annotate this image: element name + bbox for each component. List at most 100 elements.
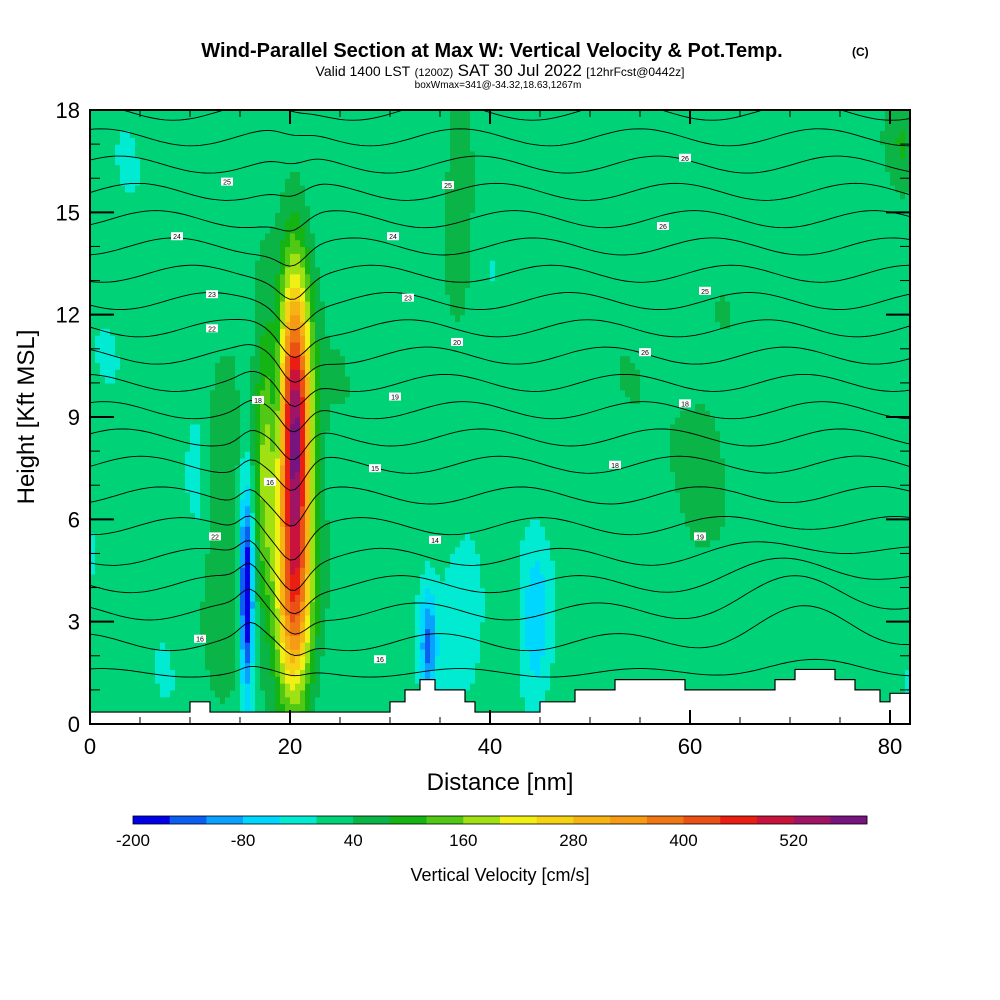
velocity-cell — [435, 655, 481, 664]
colorbar-swatch — [683, 816, 721, 824]
velocity-cell — [240, 423, 251, 432]
velocity-cell — [420, 642, 426, 650]
velocity-cell — [275, 614, 281, 623]
velocity-cell — [470, 273, 491, 282]
velocity-cell — [275, 362, 281, 370]
velocity-cell — [200, 485, 211, 493]
colorbar-swatch — [243, 816, 281, 824]
velocity-cell — [240, 526, 246, 534]
velocity-cell — [320, 519, 331, 527]
velocity-cell — [520, 580, 531, 589]
velocity-cell — [470, 225, 910, 234]
velocity-cell — [315, 382, 321, 391]
velocity-cell — [885, 110, 910, 118]
velocity-cell — [285, 546, 291, 555]
velocity-cell — [285, 444, 291, 452]
velocity-cell — [275, 471, 281, 479]
isentrope-line-18 — [90, 428, 910, 460]
velocity-cell — [545, 594, 556, 602]
colorbar-tick-label: -200 — [116, 831, 150, 850]
velocity-cell — [265, 437, 271, 445]
velocity-cell — [275, 655, 281, 664]
velocity-cell — [240, 662, 246, 671]
velocity-cell — [305, 301, 311, 309]
velocity-cell — [290, 260, 301, 268]
velocity-cell — [235, 526, 241, 534]
velocity-cell — [290, 348, 301, 357]
velocity-cell — [555, 614, 910, 623]
velocity-cell — [90, 376, 106, 384]
velocity-cell — [470, 130, 881, 138]
velocity-cell — [135, 150, 451, 159]
velocity-cell — [90, 417, 211, 425]
velocity-cell — [440, 573, 446, 582]
velocity-cell — [255, 614, 261, 623]
velocity-cell — [425, 594, 436, 602]
velocity-cell — [280, 594, 286, 602]
velocity-cell — [210, 519, 236, 527]
velocity-cell — [545, 614, 556, 623]
y-tick-label: 9 — [68, 405, 80, 430]
velocity-cell — [275, 219, 286, 227]
velocity-cell — [275, 457, 281, 466]
velocity-cell — [275, 369, 281, 377]
velocity-cell — [300, 417, 306, 425]
velocity-cell — [265, 621, 271, 630]
velocity-cell — [475, 164, 886, 172]
velocity-cell — [290, 423, 301, 432]
velocity-cell — [190, 444, 201, 452]
velocity-cell — [275, 478, 281, 486]
velocity-cell — [90, 614, 201, 623]
velocity-cell — [235, 478, 241, 486]
velocity-cell — [240, 635, 246, 643]
velocity-cell — [275, 348, 281, 357]
isentrope-line-26 — [90, 210, 910, 232]
velocity-cell — [240, 519, 246, 527]
velocity-cell — [315, 239, 446, 248]
velocity-cell — [310, 696, 316, 705]
velocity-cell — [250, 423, 256, 432]
velocity-cell — [210, 498, 236, 507]
velocity-cell — [250, 451, 256, 459]
velocity-cell — [210, 505, 236, 514]
velocity-cell — [450, 116, 471, 125]
velocity-cell — [730, 307, 910, 316]
velocity-cell — [720, 526, 910, 534]
velocity-cell — [240, 676, 246, 684]
velocity-cell — [275, 546, 281, 555]
velocity-cell — [280, 376, 286, 384]
velocity-cell — [115, 376, 216, 384]
velocity-cell — [300, 642, 306, 650]
velocity-cell — [240, 648, 246, 657]
velocity-cell — [255, 273, 276, 282]
velocity-cell — [305, 553, 311, 561]
velocity-cell — [440, 703, 526, 711]
velocity-cell — [300, 260, 306, 268]
velocity-cell — [290, 212, 301, 220]
velocity-cell — [120, 178, 141, 186]
velocity-cell — [305, 321, 311, 329]
velocity-cell — [905, 683, 910, 691]
velocity-cell — [280, 266, 286, 275]
velocity-cell — [720, 294, 726, 302]
velocity-cell — [290, 382, 301, 391]
velocity-cell — [275, 648, 281, 657]
velocity-cell — [300, 280, 306, 288]
velocity-cell — [300, 301, 306, 309]
velocity-cell — [305, 273, 311, 282]
isentrope-label: 25 — [223, 180, 231, 187]
velocity-cell — [715, 314, 731, 323]
velocity-cell — [725, 457, 910, 466]
velocity-cell — [520, 621, 526, 630]
velocity-cell — [320, 539, 331, 548]
isentrope-label-bg — [609, 460, 621, 469]
velocity-cell — [270, 382, 276, 391]
velocity-cell — [200, 444, 211, 452]
velocity-cell — [640, 369, 910, 377]
velocity-cell — [250, 430, 256, 439]
velocity-cell — [290, 328, 301, 336]
velocity-cell — [315, 437, 321, 445]
velocity-cell — [310, 328, 316, 336]
velocity-cell — [240, 505, 246, 514]
